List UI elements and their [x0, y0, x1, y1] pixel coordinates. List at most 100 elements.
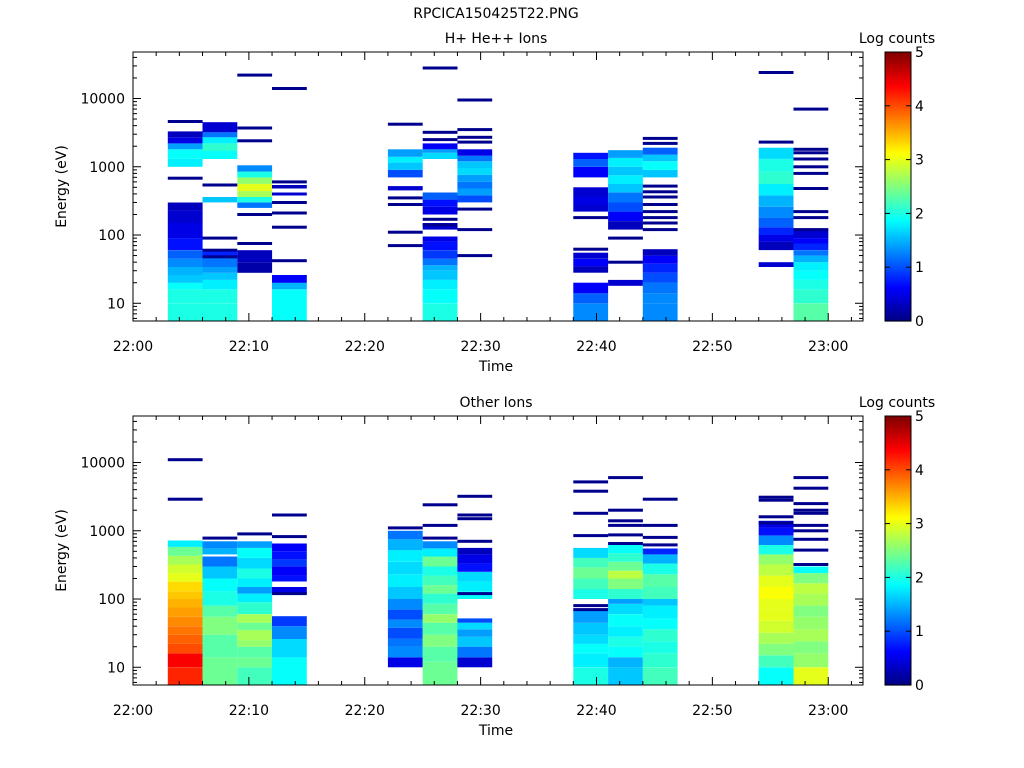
colorbar-segment — [885, 615, 911, 619]
colorbar-segment — [885, 289, 911, 293]
colorbar-segment — [885, 628, 911, 632]
spectrogram-cell — [422, 149, 458, 153]
colorbar-segment — [885, 496, 911, 500]
spectrogram-cell — [202, 578, 238, 592]
spectrogram-cell — [237, 177, 273, 184]
isolated-count-line — [573, 534, 609, 538]
spectrogram-cell — [608, 192, 643, 203]
isolated-count-line — [642, 210, 678, 214]
colorbar-segment — [885, 624, 911, 628]
colorbar-segment — [885, 231, 911, 235]
spectrogram-cell — [573, 204, 609, 212]
isolated-count-line — [793, 548, 829, 552]
spectrogram-cell — [758, 554, 794, 565]
spectrogram-cell — [272, 626, 307, 639]
colorbar-segment — [885, 273, 911, 277]
colorbar-segment — [885, 110, 911, 114]
colorbar-segment — [885, 130, 911, 134]
spectrogram-cell — [167, 238, 203, 251]
spectrogram-cell — [202, 267, 238, 273]
colorbar-segment — [885, 483, 911, 487]
colorbar-segment — [885, 188, 911, 192]
colorbar-segment — [885, 669, 911, 673]
colorbar-segment — [885, 532, 911, 536]
colorbar-segment — [885, 220, 911, 223]
isolated-count-line — [642, 523, 678, 527]
x-tick-label: 22:20 — [345, 339, 385, 355]
spectrogram-cell — [642, 667, 678, 685]
spectrogram-cell — [793, 238, 829, 244]
spectrogram-cell — [237, 165, 273, 172]
colorbar-segment — [885, 143, 911, 147]
colorbar-segment — [885, 572, 911, 576]
spectrogram-cell — [457, 571, 493, 582]
colorbar-frame — [884, 415, 912, 686]
spectrogram-cell — [167, 258, 203, 267]
colorbar-segment — [885, 494, 911, 498]
spectrogram-cell — [573, 667, 609, 685]
isolated-count-line — [457, 494, 493, 498]
spectrogram-cell — [387, 609, 423, 620]
spectrogram-cell — [272, 551, 307, 560]
colorbar-segment — [885, 530, 911, 534]
isolated-count-line — [272, 259, 307, 263]
spectrogram-cell — [202, 132, 238, 138]
colorbar-segment — [885, 309, 911, 313]
spectrogram-cell — [758, 609, 794, 621]
spectrogram-cell — [758, 195, 794, 207]
spectrogram-cell — [272, 657, 307, 685]
isolated-count-line — [793, 165, 829, 169]
spectrogram-cell — [758, 183, 794, 196]
spectrogram-cell — [642, 249, 678, 256]
colorbar-segment — [885, 554, 911, 558]
colorbar-segment — [885, 593, 911, 596]
colorbar-segment — [885, 300, 911, 304]
isolated-count-line — [642, 543, 678, 547]
spectrogram-cell — [237, 667, 273, 685]
colorbar-segment — [885, 604, 911, 608]
spectrogram-cell — [608, 202, 643, 212]
colorbar-segment — [885, 501, 911, 505]
colorbar-segment — [885, 447, 911, 451]
colorbar-segment — [885, 182, 911, 185]
spectrogram-cell — [202, 541, 238, 549]
isolated-count-line — [793, 228, 829, 232]
colorbar-segment — [885, 590, 911, 594]
spectrogram-cell — [457, 657, 493, 668]
spectrogram-cell — [167, 643, 203, 654]
spectrogram-cell — [202, 657, 238, 685]
colorbar-segment — [885, 119, 911, 123]
spectrogram-cell — [272, 639, 307, 658]
spectrogram-cell — [422, 152, 458, 159]
spectrogram-cell — [758, 227, 794, 235]
colorbar-segment — [885, 651, 911, 655]
isolated-count-line — [167, 458, 203, 462]
spectrogram-cell — [167, 667, 203, 685]
x-tick-label: 22:20 — [345, 703, 385, 719]
colorbar-segment — [885, 602, 911, 605]
spectrogram-cell — [573, 282, 609, 294]
colorbar-segment — [885, 132, 911, 136]
isolated-count-line — [573, 489, 609, 493]
colorbar-segment — [885, 460, 911, 464]
colorbar-segment — [885, 519, 911, 522]
isolated-count-line — [642, 141, 678, 145]
colorbar-tick-label: 3 — [915, 517, 924, 533]
spectrogram-cell — [758, 235, 794, 242]
colorbar-segment — [885, 644, 911, 648]
spectrogram-cell — [237, 587, 273, 594]
colorbar-segment — [885, 217, 911, 221]
spectrogram-cell — [387, 587, 423, 599]
colorbar-segment — [885, 575, 911, 578]
spectrogram-cell — [202, 151, 238, 159]
colorbar-segment — [885, 307, 911, 311]
spectrogram-cell — [573, 187, 609, 197]
x-tick-label: 23:00 — [808, 703, 848, 719]
isolated-count-line — [387, 526, 423, 530]
colorbar-segment — [885, 467, 911, 471]
spectrogram-cell — [457, 155, 493, 162]
colorbar-segment — [885, 195, 911, 199]
isolated-count-line — [758, 498, 794, 502]
